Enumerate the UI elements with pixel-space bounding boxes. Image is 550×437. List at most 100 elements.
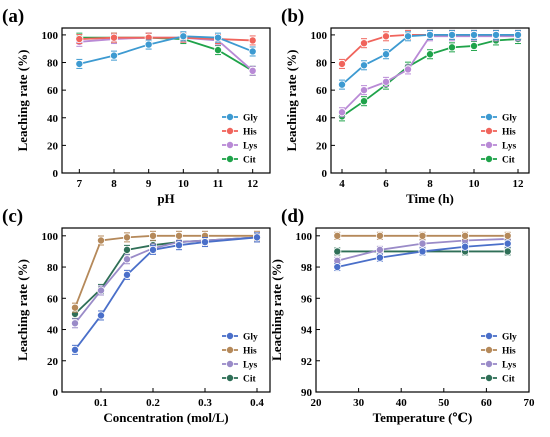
y-tick-label: 94 (301, 325, 313, 337)
legend-marker (484, 140, 493, 149)
data-point (403, 32, 412, 41)
legend-marker (225, 127, 234, 136)
panel-1: (a) 7 8 9 10 11 12 0 20 40 60 80 100 pH Leaching rate … (2, 6, 271, 206)
legend-marker (484, 331, 493, 340)
x-axis-title: Concentration (mol/L) (103, 410, 228, 425)
data-point (418, 239, 427, 248)
data-point (337, 59, 346, 68)
y-tick-label: 98 (301, 262, 313, 274)
x-tick-label: 0.2 (146, 397, 160, 409)
plot-frame (61, 227, 271, 393)
legend-label: His (502, 128, 516, 138)
x-tick-label: 0.3 (198, 397, 212, 409)
data-point (123, 255, 132, 264)
data-point (337, 108, 346, 117)
y-tick-label: 100 (296, 231, 313, 243)
x-tick-label: 70 (524, 397, 536, 409)
data-point (148, 231, 157, 240)
x-tick-label: 7 (77, 178, 83, 190)
data-point (359, 97, 368, 106)
y-tick-label: 20 (47, 356, 59, 368)
data-point (75, 59, 84, 68)
legend-label: Lys (243, 142, 258, 152)
y-tick-label: 100 (42, 30, 59, 42)
plot-frame (61, 27, 271, 174)
data-point (359, 61, 368, 70)
series-line (74, 234, 257, 308)
x-tick-label: 8 (111, 178, 117, 190)
x-tick-label: 20 (311, 397, 323, 409)
data-point (248, 66, 257, 75)
series-line (74, 236, 258, 324)
y-tick-label: 40 (316, 113, 328, 125)
data-point (359, 86, 368, 95)
panel-label: (d) (281, 206, 304, 227)
y-tick-label: 40 (47, 113, 59, 125)
y-tick-label: 92 (301, 356, 313, 368)
data-point (144, 40, 153, 49)
y-tick-label: 80 (47, 58, 59, 70)
data-point (425, 50, 434, 59)
y-tick-label: 80 (47, 262, 59, 274)
data-point (174, 231, 183, 240)
legend-label: Cit (502, 375, 516, 385)
data-point (110, 51, 119, 60)
data-point (75, 35, 84, 44)
data-point (252, 233, 261, 242)
data-point (469, 30, 478, 39)
data-point (418, 231, 427, 240)
data-point (425, 30, 434, 39)
data-point (503, 239, 512, 248)
legend-label: Lys (243, 361, 258, 371)
y-tick-label: 100 (311, 30, 328, 42)
data-point (491, 30, 500, 39)
legend: Gly His Lys Cit (481, 113, 517, 166)
series-gly (337, 29, 523, 90)
data-point (469, 41, 478, 50)
plot-frame (315, 227, 530, 393)
x-tick-label: 0.4 (250, 397, 264, 409)
data-point (381, 77, 390, 86)
legend-label: Gly (502, 114, 517, 124)
legend: Gly His Lys Cit (481, 331, 517, 385)
legend-label: Cit (502, 156, 516, 166)
legend-marker (484, 154, 493, 163)
legend-marker (484, 113, 493, 122)
legend-marker (225, 113, 234, 122)
data-point (71, 303, 80, 312)
series-gly (71, 232, 261, 355)
legend-marker (225, 331, 234, 340)
data-point (333, 231, 342, 240)
data-point (461, 242, 470, 251)
data-point (71, 345, 80, 354)
y-tick-label: 80 (316, 58, 328, 70)
legend-marker (225, 154, 234, 163)
panel-2: (b) 4 6 8 10 12 0 20 40 60 80 100 Time (h) Leaching r… (281, 6, 530, 206)
y-tick-label: 60 (47, 85, 59, 97)
data-point (71, 319, 80, 328)
x-tick-label: 11 (213, 178, 223, 190)
legend-label: Gly (243, 333, 258, 343)
y-tick-label: 60 (316, 85, 328, 97)
x-tick-label: 10 (469, 178, 481, 190)
data-point (213, 46, 222, 55)
legend: Gly His Lys Cit (222, 113, 258, 166)
x-tick-label: 4 (339, 178, 345, 190)
data-point (248, 47, 257, 56)
legend: Gly His Lys Cit (222, 331, 258, 385)
legend-label: Cit (243, 375, 257, 385)
x-tick-label: 50 (438, 397, 450, 409)
y-axis-title: Leaching rate (%) (15, 259, 30, 361)
data-point (381, 50, 390, 59)
data-point (337, 80, 346, 89)
data-point (375, 253, 384, 262)
series-line (79, 35, 253, 65)
data-point (461, 231, 470, 240)
x-tick-label: 40 (396, 397, 408, 409)
x-tick-label: 12 (247, 178, 259, 190)
y-axis-title: Leaching rate (%) (269, 259, 284, 361)
panel-label: (c) (2, 206, 23, 227)
y-tick-label: 40 (47, 325, 59, 337)
legend-marker (225, 359, 234, 368)
